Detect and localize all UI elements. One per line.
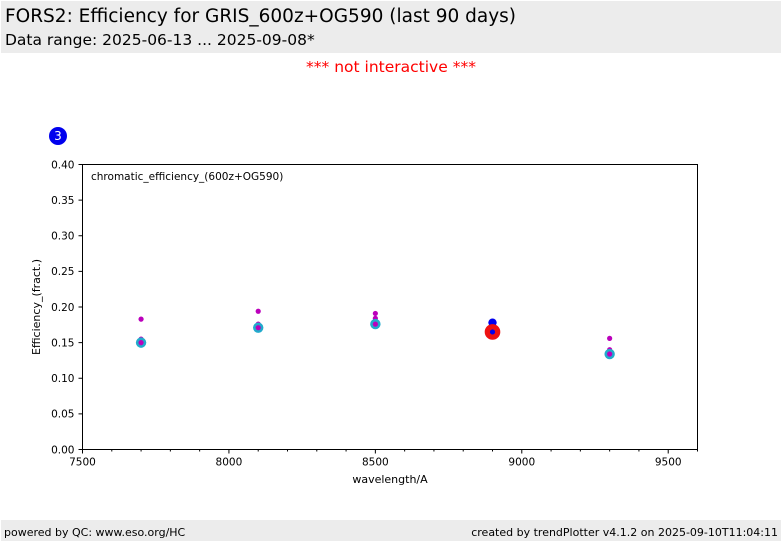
y-tick-label: 0.10 — [51, 373, 74, 385]
y-axis-label: Efficiency_(fract.) — [30, 259, 43, 355]
x-tick-label: 9500 — [655, 457, 682, 469]
not-interactive-notice: *** not interactive *** — [306, 58, 476, 76]
count-badge: 3 — [49, 127, 67, 145]
y-tick-label: 0.30 — [51, 231, 74, 243]
data-point-magenta — [372, 321, 378, 327]
axis-ticks: 7500 8000 8500 9000 9500 0.00 0.05 0.10 0.15 0.20… — [51, 159, 698, 469]
x-tick-label: 8500 — [362, 457, 389, 469]
x-tick-label: 9000 — [508, 457, 535, 469]
data-point-blue — [489, 329, 496, 335]
x-axis-label: wavelength/A — [352, 473, 428, 486]
x-tick-label: 7500 — [69, 457, 96, 469]
y-tick-label: 0.00 — [51, 444, 74, 456]
data-point-magenta — [372, 310, 378, 317]
page-subtitle: Data range: 2025-06-13 ... 2025-09-08* — [5, 31, 315, 49]
plot-frame — [82, 164, 698, 450]
x-tick-label: 8000 — [216, 457, 243, 469]
chart-marks — [135, 308, 615, 360]
data-point-magenta — [255, 325, 261, 331]
y-tick-label: 0.40 — [51, 159, 74, 171]
y-tick-label: 0.25 — [51, 266, 74, 278]
data-point-magenta — [138, 340, 144, 346]
footer-credit: powered by QC: www.eso.org/HC — [4, 526, 186, 539]
y-tick-label: 0.15 — [51, 337, 74, 349]
y-tick-label: 0.20 — [51, 302, 74, 314]
y-tick-label: 0.35 — [51, 195, 74, 207]
data-point-magenta — [138, 316, 144, 322]
page-title: FORS2: Efficiency for GRIS_600z+OG590 (l… — [5, 6, 517, 27]
y-tick-label: 0.05 — [51, 409, 74, 421]
footer-bar: powered by QC: www.eso.org/HC created by… — [1, 520, 781, 541]
chart-annotation: chromatic_efficiency_(600z+OG590) — [91, 171, 283, 183]
header-bar: FORS2: Efficiency for GRIS_600z+OG590 (l… — [1, 1, 781, 53]
data-point-magenta — [255, 308, 261, 314]
footer-generator: created by trendPlotter v4.1.2 on 2025-0… — [471, 526, 778, 539]
data-point-magenta — [607, 351, 613, 357]
data-point-magenta — [607, 335, 613, 341]
